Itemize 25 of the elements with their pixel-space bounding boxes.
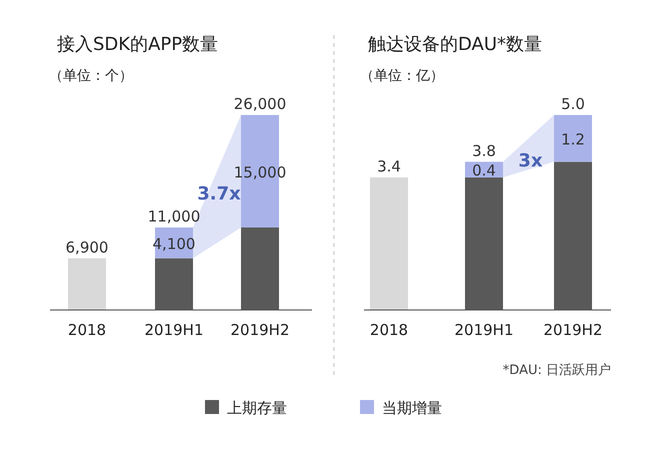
data-label: 3.4 bbox=[377, 157, 401, 176]
total-label: 3.8 bbox=[472, 142, 496, 160]
chart-title: 触达设备的DAU*数量 bbox=[368, 34, 542, 55]
data-label: 1.2 bbox=[561, 130, 585, 148]
annotation: 3.7x bbox=[197, 183, 242, 204]
data-label: 6,900 bbox=[66, 238, 108, 256]
x-tick-label: 2019H1 bbox=[454, 321, 514, 339]
x-tick-label: 2018 bbox=[68, 321, 106, 339]
x-tick-label: 2019H2 bbox=[230, 321, 290, 339]
data-label: 0.4 bbox=[472, 162, 496, 180]
total-label: 11,000 bbox=[148, 208, 200, 226]
legend-label: 当期增量 bbox=[382, 399, 442, 417]
chart-title: 接入SDK的APP数量 bbox=[57, 34, 218, 55]
total-label: 26,000 bbox=[234, 95, 286, 113]
x-tick-label: 2019H2 bbox=[544, 321, 602, 339]
chart-subtitle: （单位：亿） bbox=[360, 68, 444, 84]
x-tick-label: 2018 bbox=[370, 321, 408, 339]
total-label: 5.0 bbox=[561, 95, 585, 113]
legend-label: 上期存量 bbox=[227, 399, 287, 417]
chart-subtitle: （单位：个） bbox=[49, 68, 133, 84]
annotation: 3x bbox=[518, 150, 543, 172]
x-tick-label: 2019H1 bbox=[144, 321, 204, 339]
text: *DAU: 日活跃用户 bbox=[502, 363, 611, 378]
data-label: 4,100 bbox=[152, 234, 196, 253]
data-label: 15,000 bbox=[234, 163, 286, 182]
